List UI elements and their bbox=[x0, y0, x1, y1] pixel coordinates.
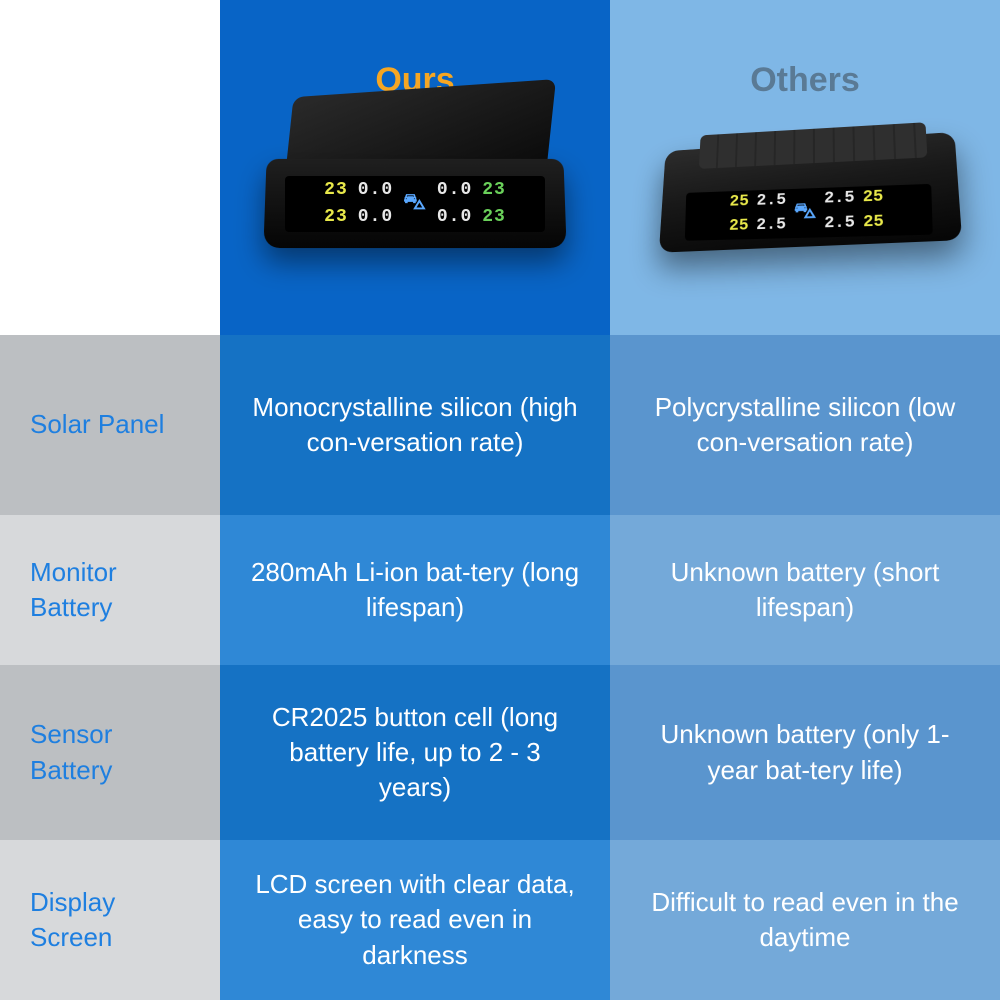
row-label: Sensor Battery bbox=[0, 665, 220, 840]
row-ours: LCD screen with clear data, easy to read… bbox=[220, 840, 610, 1000]
row-others: Unknown battery (only 1-year bat-tery li… bbox=[610, 665, 1000, 840]
header-others-cell: Others 2525 2.52.5 ⛍ 2.52.5 2525 bbox=[610, 0, 1000, 335]
ours-product-image: 2323 0.00.0 ⛍ 0.00.0 2323 bbox=[265, 128, 565, 258]
ours-lcd-screen: 2323 0.00.0 ⛍ 0.00.0 2323 bbox=[285, 176, 545, 232]
row-others: Polycrystalline silicon (low con-versati… bbox=[610, 335, 1000, 515]
comparison-table: Ours 2323 0.00.0 ⛍ 0.00.0 2323 Others bbox=[0, 0, 1000, 1000]
row-ours: 280mAh Li-ion bat-tery (long lifespan) bbox=[220, 515, 610, 665]
others-header-title: Others bbox=[640, 58, 970, 104]
row-label: Solar Panel bbox=[0, 335, 220, 515]
others-product-image: 2525 2.52.5 ⛍ 2.52.5 2525 bbox=[655, 128, 955, 258]
row-others: Unknown battery (short lifespan) bbox=[610, 515, 1000, 665]
row-ours: CR2025 button cell (long battery life, u… bbox=[220, 665, 610, 840]
row-ours: Monocrystalline silicon (high con-versat… bbox=[220, 335, 610, 515]
row-label: Monitor Battery bbox=[0, 515, 220, 665]
header-blank-cell bbox=[0, 0, 220, 335]
others-lcd-screen: 2525 2.52.5 ⛍ 2.52.5 2525 bbox=[685, 183, 933, 240]
row-label: Display Screen bbox=[0, 840, 220, 1000]
row-others: Difficult to read even in the daytime bbox=[610, 840, 1000, 1000]
header-ours-cell: Ours 2323 0.00.0 ⛍ 0.00.0 2323 bbox=[220, 0, 610, 335]
